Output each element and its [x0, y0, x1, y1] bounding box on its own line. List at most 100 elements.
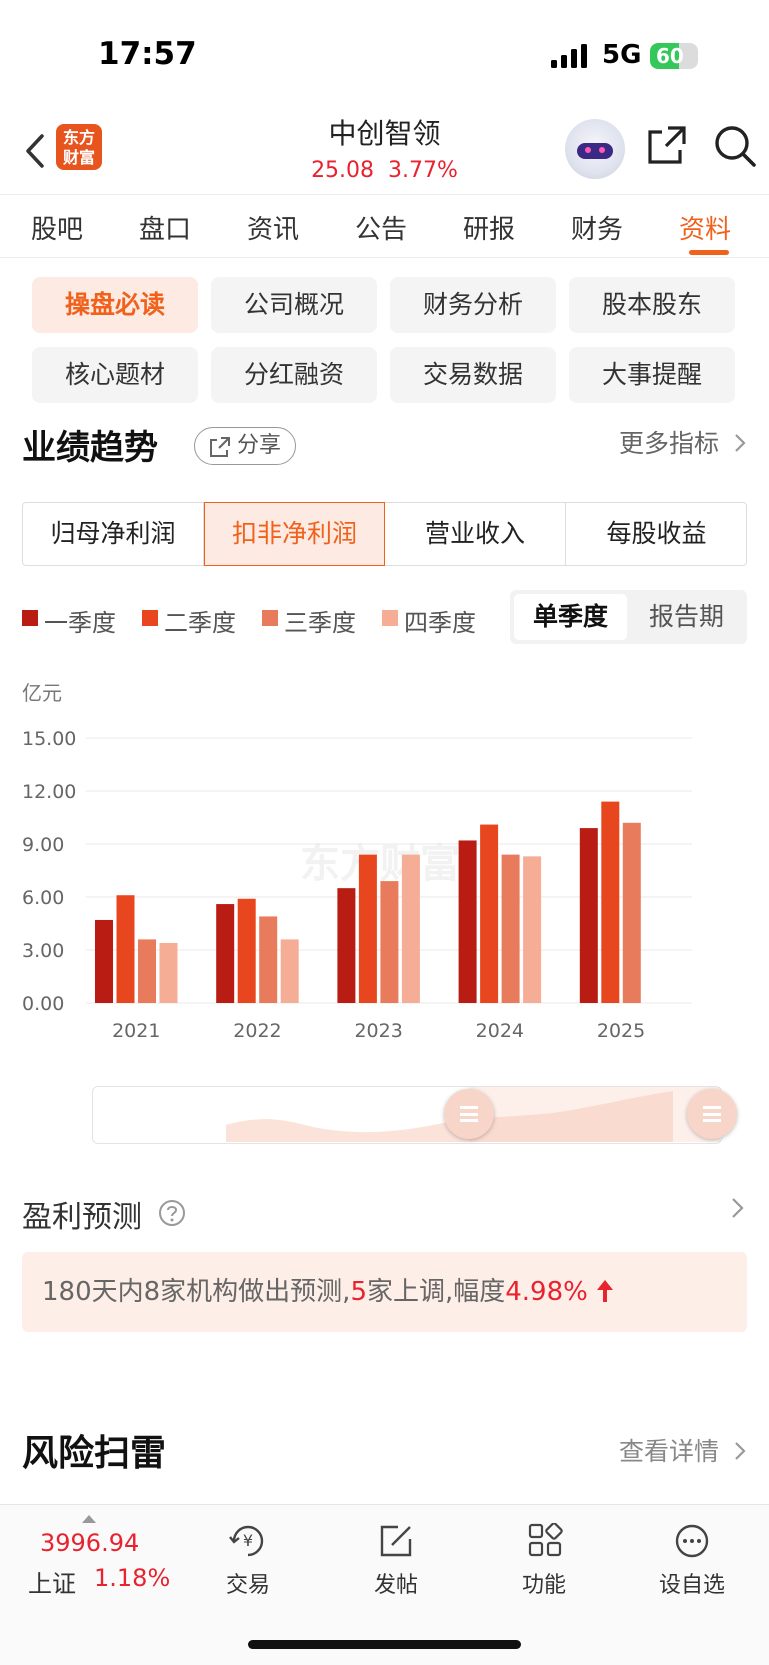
y-tick-label: 9.00	[22, 834, 64, 856]
toggle-report-period[interactable]: 报告期	[648, 602, 724, 631]
nav-add-watchlist[interactable]: 设自选	[642, 1515, 742, 1615]
y-tick-label: 3.00	[22, 940, 64, 962]
bar-2021-q1[interactable]	[95, 919, 113, 1003]
bar-2022-q1[interactable]	[216, 904, 235, 1003]
chip-core-themes[interactable]: 核心题材	[32, 347, 198, 403]
chevron-right-icon[interactable]	[730, 1196, 746, 1220]
bar-2023-q2[interactable]	[358, 854, 377, 1003]
period-toggle: 单季度 报告期	[510, 590, 747, 644]
nav-post-label: 发帖	[373, 1573, 418, 1598]
chip-financial-analysis[interactable]: 财务分析	[390, 277, 556, 333]
more-circle-icon	[675, 1524, 709, 1558]
tab-profile[interactable]: 资料	[679, 215, 732, 245]
segment-deducted-net-profit[interactable]: 扣非净利润	[204, 502, 385, 566]
chart-watermark: 东方财富	[300, 841, 460, 887]
stock-price: 25.08	[311, 158, 375, 183]
legend-label-q2: 二季度	[164, 609, 236, 637]
legend-swatch-q3	[262, 610, 278, 626]
bar-2025-q2[interactable]	[601, 801, 620, 1003]
nav-functions-label: 功能	[521, 1573, 566, 1598]
legend-q1: 一季度	[22, 603, 116, 638]
bar-2021-q3[interactable]	[138, 939, 156, 1003]
legend-label-q4: 四季度	[404, 609, 476, 637]
bar-2022-q4[interactable]	[280, 939, 299, 1003]
bar-2022-q2[interactable]	[237, 898, 256, 1003]
share-button[interactable]: 分享	[194, 427, 296, 465]
nav-trade-label: 交易	[225, 1573, 270, 1598]
range-end-handle[interactable]	[687, 1089, 737, 1139]
status-time: 17:57	[98, 36, 197, 72]
back-icon[interactable]	[18, 128, 58, 174]
share-icon[interactable]	[646, 124, 688, 166]
chevron-right-icon	[735, 434, 746, 452]
segment-revenue[interactable]: 营业收入	[385, 503, 566, 565]
legend-swatch-q2	[142, 610, 158, 626]
more-indicators-label: 更多指标	[619, 429, 720, 458]
y-tick-label: 6.00	[22, 887, 64, 909]
tab-pankou[interactable]: 盘口	[139, 215, 192, 245]
nav-post[interactable]: 发帖	[346, 1515, 446, 1615]
segment-eps[interactable]: 每股收益	[606, 519, 707, 548]
bar-2024-q4[interactable]	[523, 856, 542, 1003]
more-indicators-link[interactable]: 更多指标	[619, 424, 747, 460]
x-tick-label: 2022	[233, 1020, 281, 1042]
range-selection	[469, 1087, 720, 1142]
prediction-summary[interactable]: 180天内8家机构做出预测,5家上调,幅度4.98%	[22, 1252, 747, 1332]
bar-2023-q3[interactable]	[380, 881, 399, 1003]
chip-dividends-financing[interactable]: 分红融资	[211, 347, 377, 403]
x-tick-label: 2025	[597, 1020, 645, 1042]
bar-2025-q1[interactable]	[579, 828, 598, 1003]
segment-net-profit[interactable]: 归母净利润	[23, 503, 204, 565]
bar-2024-q1[interactable]	[458, 840, 477, 1003]
nav-trade[interactable]: ¥ 交易	[198, 1515, 298, 1615]
stock-quote: 25.08 3.77%	[0, 158, 769, 183]
bar-2024-q2[interactable]	[480, 824, 499, 1003]
chip-trading-data[interactable]: 交易数据	[390, 347, 556, 403]
index-name: 上证	[28, 1570, 76, 1598]
y-tick-label: 15.00	[22, 728, 76, 750]
grid-icon	[528, 1523, 563, 1557]
index-value: 3996.94	[40, 1529, 140, 1557]
prediction-title: 盈利预测	[22, 1200, 142, 1235]
network-type: 5G	[602, 40, 642, 70]
search-icon[interactable]	[713, 124, 757, 168]
bar-2024-q3[interactable]	[501, 854, 520, 1003]
active-tab-indicator	[689, 250, 729, 255]
bar-2021-q2[interactable]	[116, 895, 135, 1003]
arrow-up-icon	[597, 1280, 614, 1302]
battery-level: 60	[656, 44, 684, 68]
tab-finance[interactable]: 财务	[571, 215, 624, 245]
caret-up-icon	[82, 1515, 96, 1523]
chip-company-overview[interactable]: 公司概况	[211, 277, 377, 333]
prediction-text-2: 家上调,幅度	[366, 1277, 506, 1307]
bar-2021-q4[interactable]	[159, 942, 178, 1003]
chart-range-slider[interactable]	[92, 1086, 737, 1144]
app-logo[interactable]: 东方 财富	[56, 124, 102, 170]
bar-2023-q4[interactable]	[401, 854, 420, 1003]
bar-2023-q1[interactable]	[337, 888, 356, 1003]
bar-2025-q3[interactable]	[622, 822, 641, 1003]
risk-details-label: 查看详情	[619, 1437, 720, 1466]
tab-announcements[interactable]: 公告	[355, 215, 408, 245]
range-start-handle[interactable]	[444, 1089, 495, 1139]
bottom-toolbar: 3996.94 上证 1.18% ¥ 交易 发帖 功能 设自选	[0, 1504, 769, 1665]
tab-research[interactable]: 研报	[463, 215, 516, 245]
ai-assistant-icon[interactable]	[565, 119, 625, 179]
chip-trading-must-read[interactable]: 操盘必读	[32, 277, 198, 333]
tab-news[interactable]: 资讯	[247, 215, 300, 245]
bar-2022-q3[interactable]	[259, 916, 278, 1003]
y-tick-label: 12.00	[22, 781, 76, 803]
performance-bar-chart: 东方财富 0.00 3.00 6.00 9.00 12.00 15.00 2021 2022 20…	[22, 728, 692, 1042]
tab-guba[interactable]: 股吧	[31, 215, 84, 245]
chip-shareholders[interactable]: 股本股东	[569, 277, 735, 333]
legend-q4: 四季度	[382, 603, 476, 638]
risk-details-link[interactable]: 查看详情	[619, 1432, 747, 1468]
toggle-single-quarter[interactable]: 单季度	[514, 594, 627, 640]
nav-functions[interactable]: 功能	[494, 1515, 594, 1615]
home-indicator	[248, 1640, 521, 1649]
status-bar: 17:57 5G 60	[0, 0, 769, 110]
help-icon[interactable]	[158, 1199, 186, 1227]
logo-text-line2: 财富	[62, 148, 95, 167]
stock-name: 中创智领	[328, 117, 441, 150]
chip-events[interactable]: 大事提醒	[569, 347, 735, 403]
